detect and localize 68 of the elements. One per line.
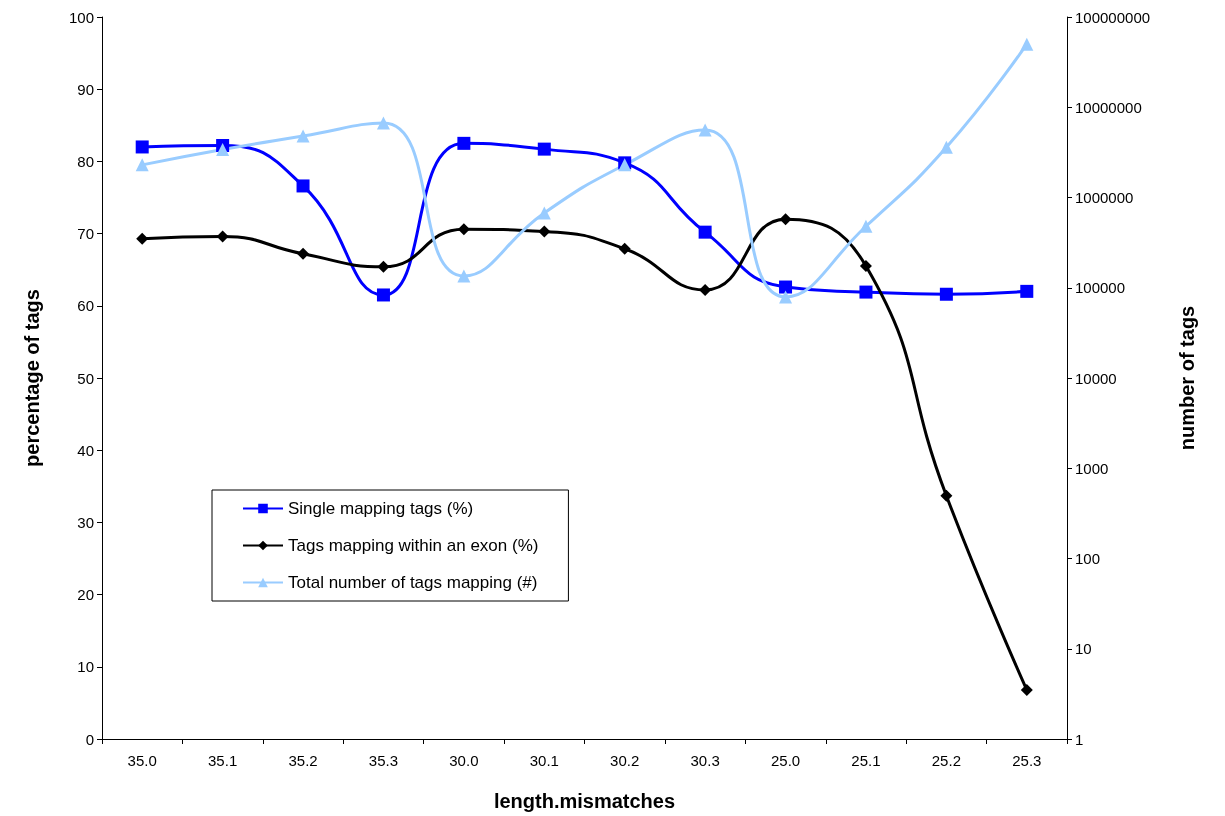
y2-tick-label: 10000 xyxy=(1075,369,1117,387)
point xyxy=(457,136,471,150)
x-tick-label: 35.3 xyxy=(368,752,399,769)
point xyxy=(538,225,551,238)
point xyxy=(1020,683,1033,696)
point xyxy=(779,213,792,226)
point xyxy=(618,242,631,255)
y2-tick-label: 10 xyxy=(1075,640,1092,658)
point xyxy=(537,206,551,220)
legend-label: Single mapping tags (%) xyxy=(288,499,474,518)
x-tick-label: 30.3 xyxy=(690,752,720,769)
point xyxy=(859,219,873,233)
y2-tick-label: 100 xyxy=(1075,550,1101,567)
y-tick-label: 0 xyxy=(85,730,94,748)
point xyxy=(296,179,310,193)
point xyxy=(457,269,471,283)
point xyxy=(135,140,149,154)
legend-label: Total number of tags mapping (#) xyxy=(288,573,538,592)
x-tick-label: 35.1 xyxy=(208,752,238,769)
x-tick-label: 25.3 xyxy=(1012,752,1042,769)
point xyxy=(859,285,873,299)
y2-tick-label: 10000000 xyxy=(1075,98,1142,116)
y2-tick-label: 1000 xyxy=(1075,459,1109,477)
y-tick-label: 80 xyxy=(77,152,94,170)
x-tick-label: 25.1 xyxy=(851,752,881,769)
point xyxy=(859,260,872,273)
point xyxy=(1020,37,1034,51)
y-tick-label: 50 xyxy=(77,369,94,387)
legend-label: Tags mapping within an exon (%) xyxy=(288,536,539,555)
x-tick-label: 35.0 xyxy=(127,752,157,769)
point xyxy=(940,489,953,502)
x-tick-label: 25.0 xyxy=(770,752,801,769)
point xyxy=(939,140,953,154)
x-tick-label: 35.2 xyxy=(288,752,318,769)
y2-tick-label: 1000000 xyxy=(1075,189,1134,206)
y-tick-label: 100 xyxy=(68,8,94,26)
y2-axis-title: number of tags xyxy=(1176,305,1198,451)
point xyxy=(135,158,149,172)
x-tick-label: 30.1 xyxy=(529,752,559,769)
y2-tick-label: 1 xyxy=(1075,730,1084,748)
point xyxy=(939,287,953,301)
point xyxy=(457,223,470,236)
point xyxy=(779,280,793,294)
y-tick-label: 20 xyxy=(77,586,94,604)
y-tick-label: 30 xyxy=(77,513,94,531)
point xyxy=(537,142,551,156)
point xyxy=(376,116,390,130)
y2-tick-label: 100000000 xyxy=(1075,8,1151,26)
y-axis-title: percentage of tags xyxy=(21,289,43,467)
point xyxy=(376,288,390,302)
y2-tick-label: 100000 xyxy=(1075,279,1126,297)
point xyxy=(297,247,310,260)
point xyxy=(296,129,310,143)
y-tick-label: 90 xyxy=(77,80,94,98)
y-tick-label: 60 xyxy=(77,297,94,315)
y-tick-label: 10 xyxy=(77,658,94,676)
x-tick-label: 30.0 xyxy=(449,752,479,769)
point xyxy=(698,225,712,239)
x-tick-label: 25.2 xyxy=(931,752,961,769)
point xyxy=(698,123,712,137)
point xyxy=(216,143,230,157)
point xyxy=(779,290,793,304)
point xyxy=(1020,284,1034,298)
point xyxy=(216,230,229,243)
y-tick-label: 40 xyxy=(77,441,94,459)
x-axis-title: length.mismatches xyxy=(493,790,676,812)
y-tick-label: 70 xyxy=(77,225,94,243)
x-tick-label: 30.2 xyxy=(610,752,640,769)
